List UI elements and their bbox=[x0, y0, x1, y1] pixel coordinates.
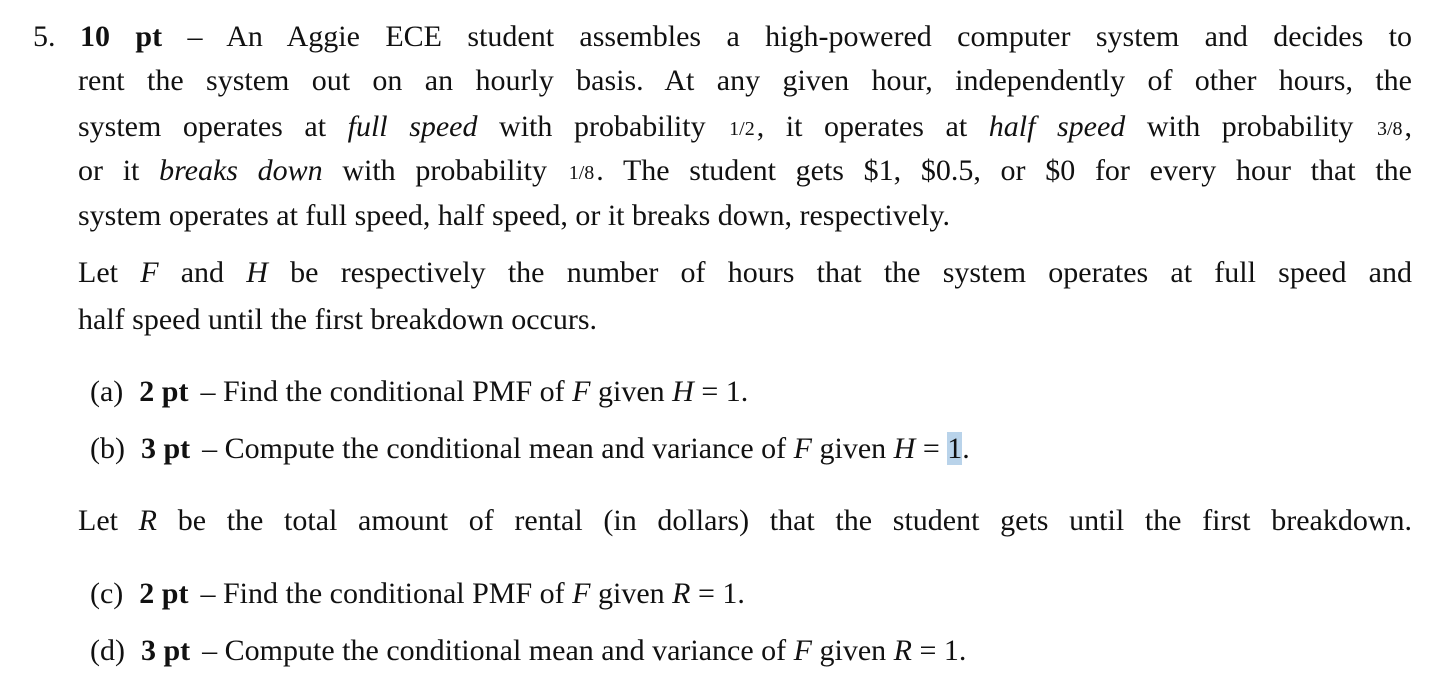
italic-text: R bbox=[672, 577, 691, 610]
text-segment: half speed until the first breakdown occ… bbox=[78, 303, 598, 336]
bold-text: 10 pt bbox=[80, 20, 163, 53]
text-segment: – Compute the conditional mean and varia… bbox=[202, 634, 794, 667]
text-line: system operates at full speed, half spee… bbox=[78, 196, 950, 236]
fraction: 1/8 bbox=[568, 162, 595, 185]
text-segment: – An Aggie ECE student assembles a high-… bbox=[162, 20, 1412, 53]
text-segment: . bbox=[962, 432, 970, 465]
italic-text: F bbox=[572, 577, 591, 610]
selected-text: 1 bbox=[947, 432, 963, 465]
text-segment: Let bbox=[78, 256, 141, 289]
text-line: or it breaks down with probability 1/8. … bbox=[78, 151, 1412, 191]
fraction: 1/2 bbox=[729, 118, 755, 141]
text-segment: given bbox=[811, 634, 894, 667]
text-segment: system operates at full speed, half spee… bbox=[78, 199, 950, 232]
part-a: (a) 2 pt – Find the conditional PMF of F g… bbox=[90, 372, 748, 412]
italic-text: half speed bbox=[988, 110, 1126, 143]
italic-text: F bbox=[572, 375, 591, 408]
text-segment: given bbox=[590, 577, 673, 610]
italic-text: H bbox=[672, 375, 694, 408]
text-segment: = 1. bbox=[693, 375, 749, 408]
text-segment: and bbox=[158, 256, 247, 289]
text-segment: be respectively the number of hours that… bbox=[267, 256, 1412, 289]
part-points: 2 pt bbox=[139, 375, 189, 408]
text-segment: – Find the conditional PMF of bbox=[200, 577, 573, 610]
text-segment: – Find the conditional PMF of bbox=[200, 375, 573, 408]
part-c: (c) 2 pt – Find the conditional PMF of F g… bbox=[90, 574, 745, 614]
part-label: (d) bbox=[90, 634, 125, 667]
text-segment: be the total amount of rental (in dollar… bbox=[157, 504, 1412, 537]
italic-text: H bbox=[893, 432, 916, 465]
text-line: Let F and H be respectively the number o… bbox=[78, 253, 1412, 293]
part-points: 2 pt bbox=[139, 577, 189, 610]
italic-text: H bbox=[246, 256, 268, 289]
text-segment: system operates at bbox=[78, 110, 348, 143]
text-segment: with probability bbox=[1125, 110, 1375, 143]
text-segment: = bbox=[915, 432, 948, 465]
text-segment: given bbox=[590, 375, 673, 408]
italic-text: R bbox=[138, 504, 157, 537]
part-d: (d) 3 pt – Compute the conditional mean an… bbox=[90, 631, 966, 671]
italic-text: breaks down bbox=[159, 154, 323, 187]
problem-number: 5. bbox=[33, 20, 56, 53]
italic-text: F bbox=[793, 432, 812, 465]
part-label: (c) bbox=[90, 577, 124, 610]
text-segment: – Compute the conditional mean and varia… bbox=[202, 432, 794, 465]
italic-text: F bbox=[140, 256, 159, 289]
text-segment: , it operates at bbox=[756, 110, 989, 143]
part-label: (a) bbox=[90, 375, 124, 408]
text-segment: or it bbox=[78, 154, 160, 187]
italic-text: R bbox=[893, 634, 912, 667]
text-segment: = 1. bbox=[690, 577, 745, 610]
part-points: 3 pt bbox=[140, 634, 191, 667]
italic-text: F bbox=[793, 634, 812, 667]
part-b: (b) 3 pt – Compute the conditional mean an… bbox=[90, 429, 970, 469]
text-segment: . The student gets $1, $0.5, or $0 for e… bbox=[596, 154, 1412, 187]
fraction: 3/8 bbox=[1376, 118, 1403, 141]
text-segment: rent the system out on an hourly basis. … bbox=[78, 64, 1412, 97]
part-points: 3 pt bbox=[140, 432, 191, 465]
italic-text: full speed bbox=[347, 110, 478, 143]
part-label: (b) bbox=[90, 432, 125, 465]
text-line: 10 pt – An Aggie ECE student assembles a… bbox=[80, 17, 1412, 57]
text-line: system operates at full speed with proba… bbox=[78, 107, 1412, 147]
text-segment: with probability bbox=[477, 110, 728, 143]
text-line: half speed until the first breakdown occ… bbox=[78, 300, 597, 340]
text-segment: with probability bbox=[322, 154, 567, 187]
text-segment: given bbox=[811, 432, 894, 465]
text-segment: = 1. bbox=[911, 634, 967, 667]
text-segment: , bbox=[1404, 110, 1413, 143]
text-line: rent the system out on an hourly basis. … bbox=[78, 61, 1412, 101]
text-segment: Let bbox=[78, 504, 139, 537]
text-line: Let R be the total amount of rental (in … bbox=[78, 501, 1412, 541]
